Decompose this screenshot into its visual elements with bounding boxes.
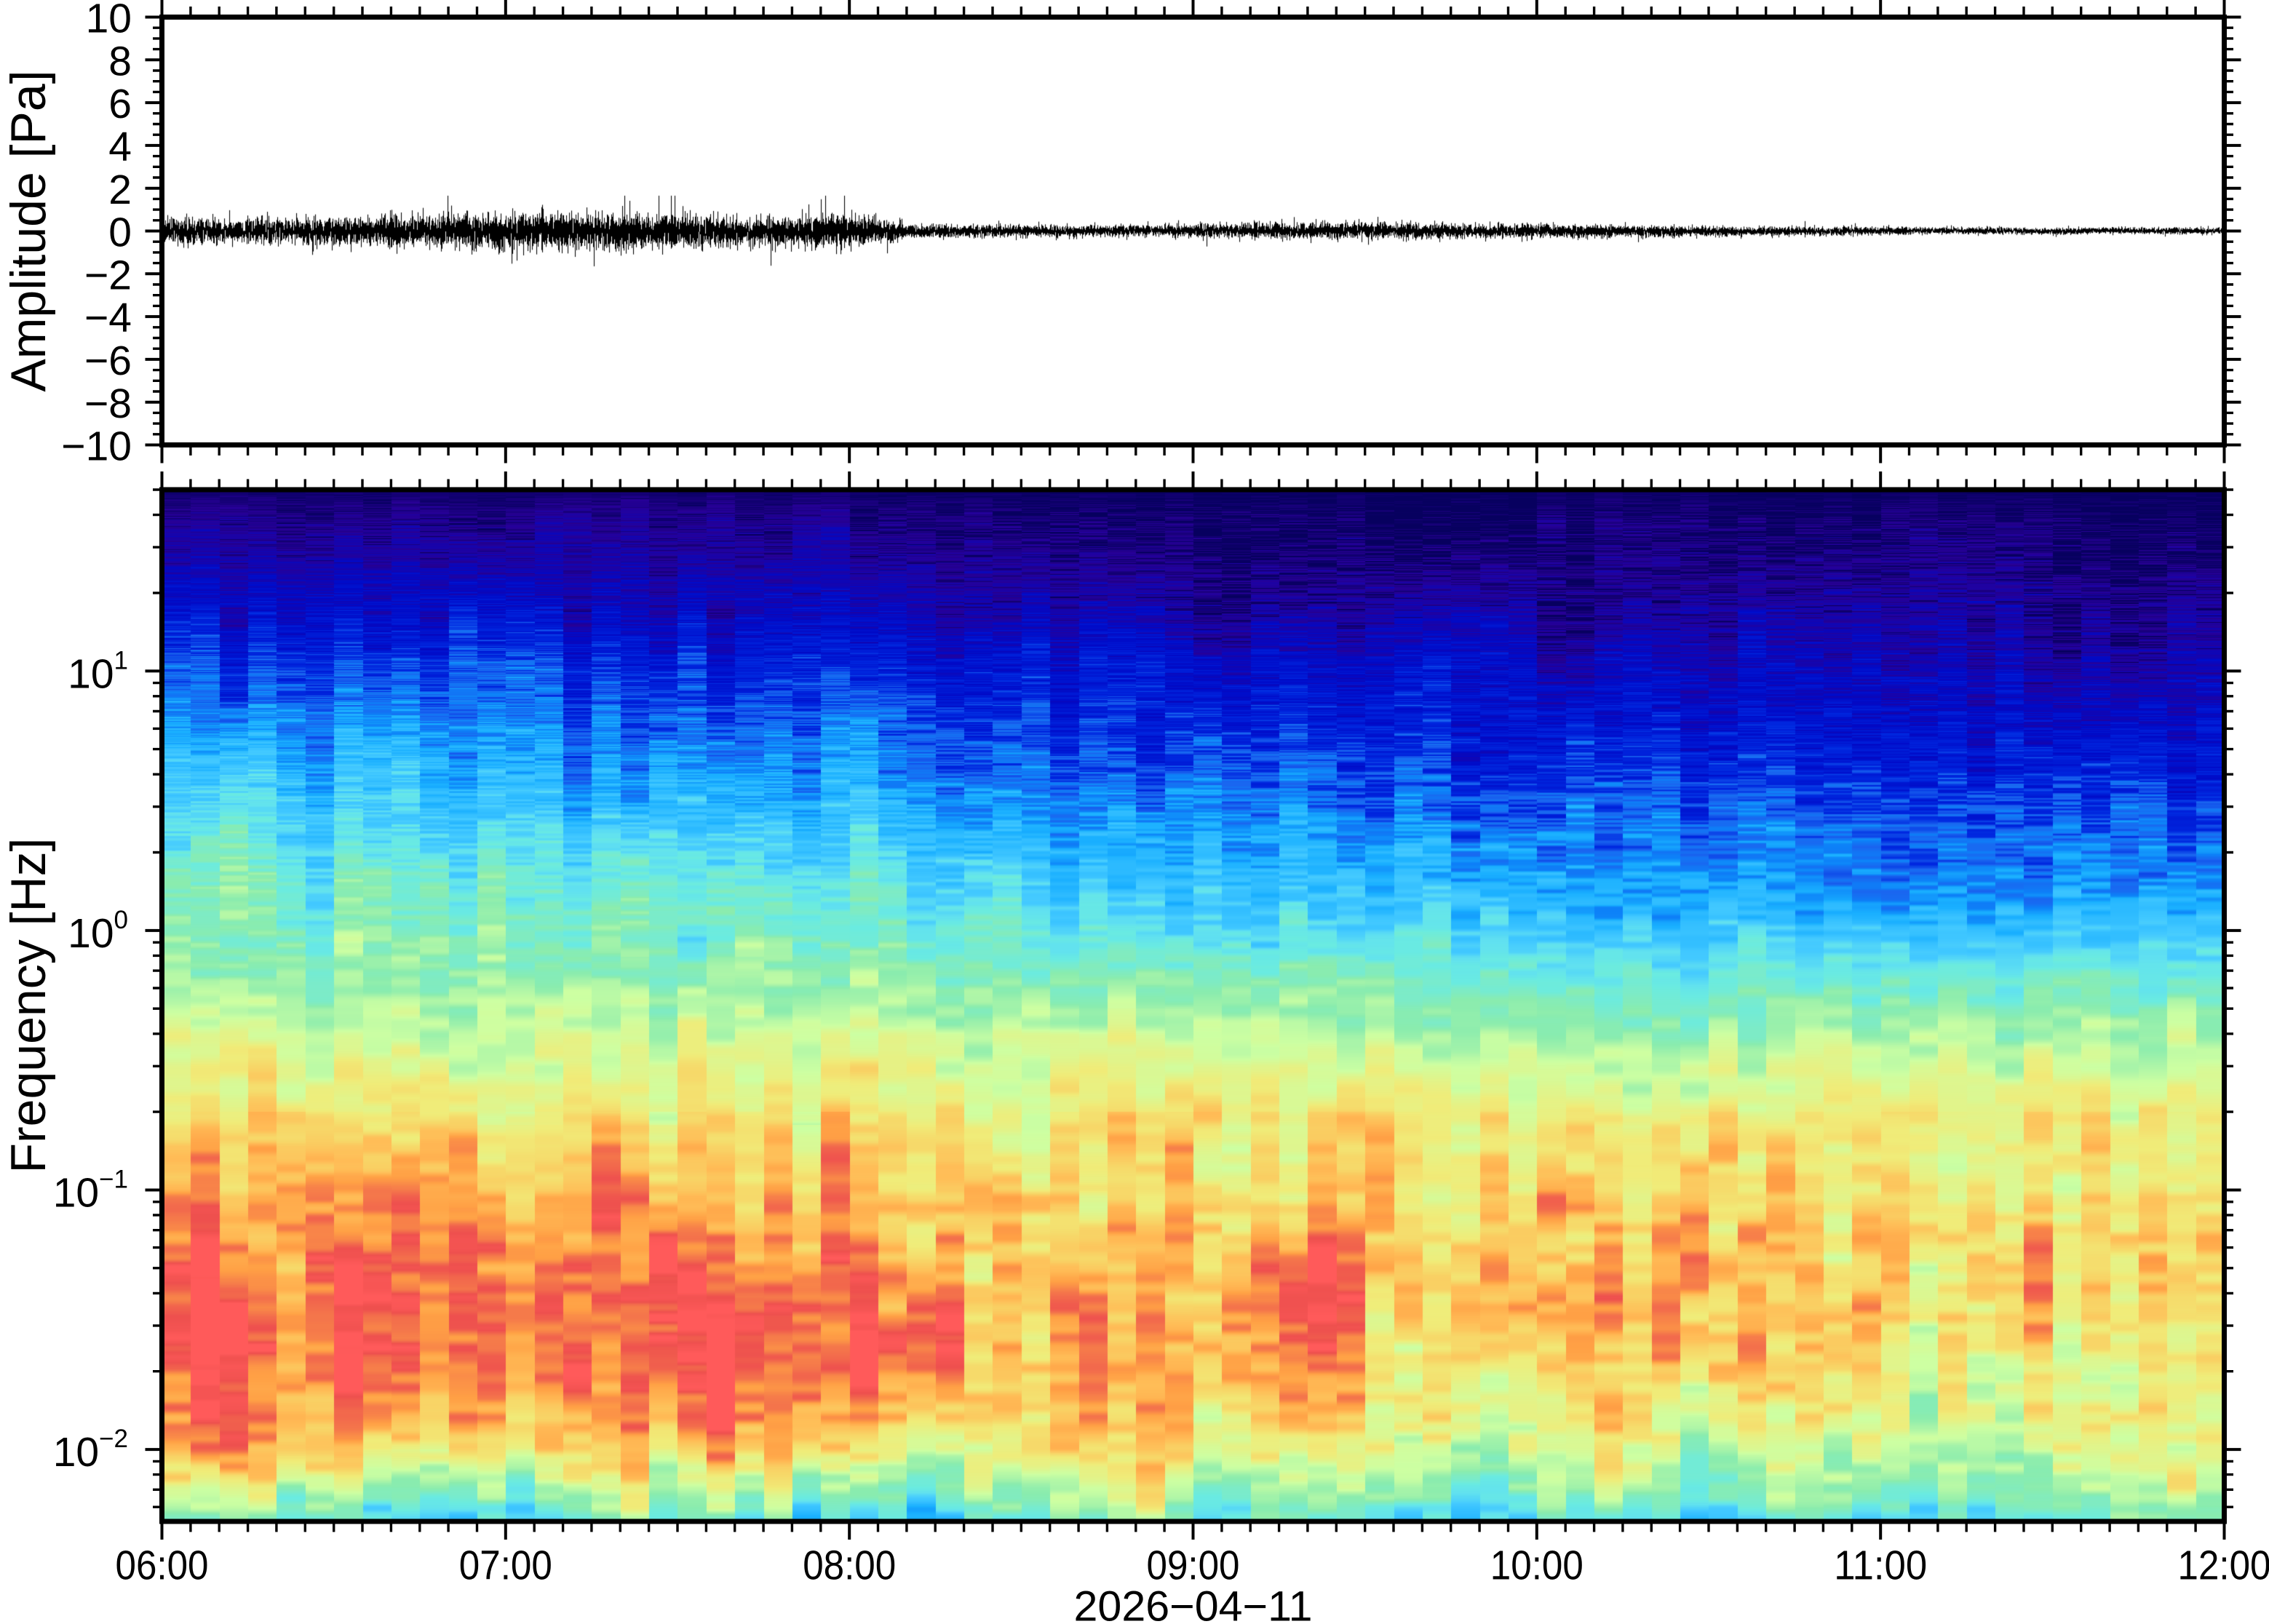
svg-text:0: 0 [108, 210, 132, 256]
svg-text:6: 6 [108, 81, 132, 127]
svg-text:10−2: 10−2 [53, 1425, 128, 1476]
svg-text:−6: −6 [84, 338, 132, 384]
svg-text:11:00: 11:00 [1834, 1543, 1927, 1589]
svg-text:Amplitude [Pa]: Amplitude [Pa] [1, 70, 56, 391]
svg-text:10: 10 [86, 0, 132, 42]
svg-text:09:00: 09:00 [1147, 1543, 1240, 1589]
svg-text:4: 4 [108, 124, 132, 170]
svg-text:10−1: 10−1 [53, 1166, 128, 1217]
svg-text:−2: −2 [84, 252, 132, 298]
svg-text:−10: −10 [61, 423, 132, 470]
svg-text:Frequency [Hz]: Frequency [Hz] [1, 837, 56, 1173]
svg-text:12:00: 12:00 [2178, 1543, 2269, 1589]
svg-text:08:00: 08:00 [803, 1543, 896, 1589]
svg-text:−8: −8 [84, 381, 132, 427]
svg-text:8: 8 [108, 38, 132, 84]
svg-text:10:00: 10:00 [1490, 1543, 1583, 1589]
svg-text:06:00: 06:00 [116, 1543, 209, 1589]
svg-text:07:00: 07:00 [459, 1543, 552, 1589]
svg-text:−4: −4 [84, 295, 132, 341]
svg-text:100: 100 [68, 906, 128, 957]
svg-text:2: 2 [108, 167, 132, 213]
svg-text:101: 101 [68, 646, 128, 697]
svg-text:2026−04−11: 2026−04−11 [1074, 1583, 1313, 1624]
